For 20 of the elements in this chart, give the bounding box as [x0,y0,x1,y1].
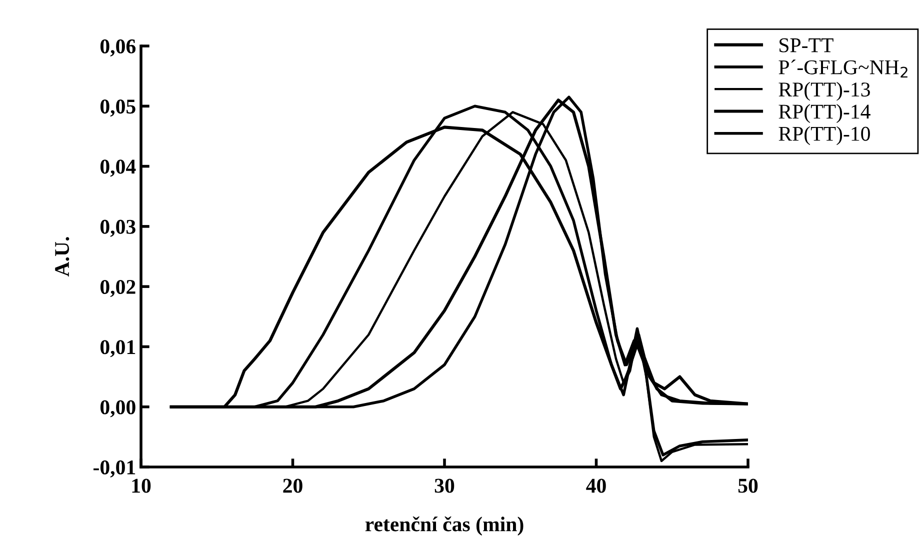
legend-label: RP(TT)-14 [778,104,870,123]
x-axis-title: retenční čas (min) [365,516,524,536]
y-tick-label: 0,01 [100,340,136,358]
y-axis-title: A.U. [55,237,70,277]
x-tick-label: 50 [738,478,758,493]
x-tick-label: 30 [434,478,454,493]
y-tick-label: -0,01 [94,460,136,478]
x-tick-label: 20 [283,478,302,493]
x-tick-label: 10 [132,478,151,493]
legend-label: RP(TT)-13 [778,82,870,101]
x-tick-label: 40 [586,478,606,493]
y-tick-label: 0,03 [100,220,136,237]
y-tick-label: 0,06 [100,39,136,56]
legend-label: P´-GFLG~NH$_{2}$ [778,60,908,78]
y-tick-label: 0,02 [100,280,136,298]
legend-label: RP(TT)-10 [778,126,870,146]
y-tick-label: 0,00 [100,400,136,418]
y-tick-label: 0,04 [100,160,136,177]
y-tick-label: 0,05 [100,100,136,117]
legend-label: SP-TT [780,38,834,52]
